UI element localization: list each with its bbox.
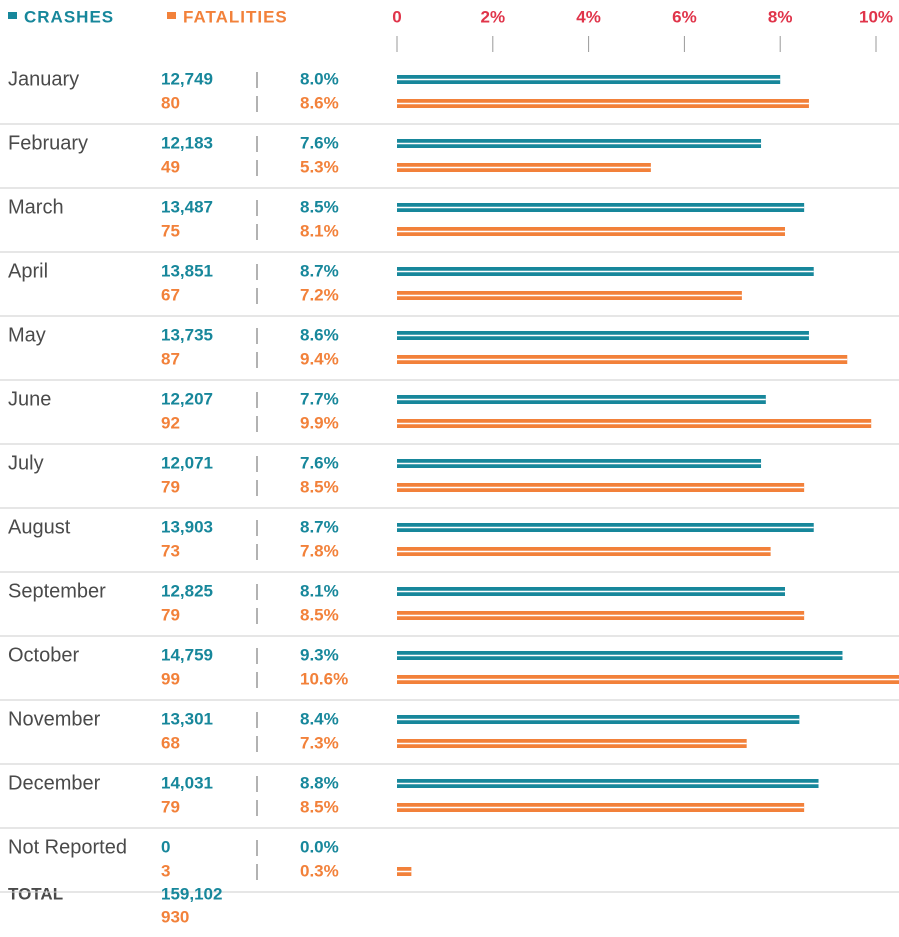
month-label: Not Reported xyxy=(8,836,127,858)
percent-label: 10.6% xyxy=(300,669,348,688)
percent-label: 8.8% xyxy=(300,773,339,792)
month-label: September xyxy=(8,580,106,602)
count-label: 12,749 xyxy=(161,69,213,88)
percent-label: 7.6% xyxy=(300,133,339,152)
percent-label: 8.7% xyxy=(300,517,339,536)
percent-label: 7.3% xyxy=(300,733,339,752)
legend-label: CRASHES xyxy=(24,7,114,26)
month-label: July xyxy=(8,452,44,474)
percent-label: 9.9% xyxy=(300,413,339,432)
count-label: 13,903 xyxy=(161,517,213,536)
count-label: 12,207 xyxy=(161,389,213,408)
month-label: May xyxy=(8,324,46,346)
month-label: April xyxy=(8,260,48,282)
x-tick-label: 10% xyxy=(859,7,893,26)
count-label: 13,301 xyxy=(161,709,213,728)
count-label: 12,071 xyxy=(161,453,213,472)
count-label: 12,825 xyxy=(161,581,213,600)
count-label: 14,759 xyxy=(161,645,213,664)
count-label: 80 xyxy=(161,93,180,112)
count-label: 67 xyxy=(161,285,180,304)
legend-marker xyxy=(167,12,176,19)
month-label: August xyxy=(8,516,71,538)
total-value: 159,102 xyxy=(161,884,222,903)
legend-label: FATALITIES xyxy=(183,7,288,26)
x-tick-label: 8% xyxy=(768,7,793,26)
percent-label: 9.4% xyxy=(300,349,339,368)
count-label: 3 xyxy=(161,861,170,880)
percent-label: 7.7% xyxy=(300,389,339,408)
count-label: 79 xyxy=(161,477,180,496)
percent-label: 8.5% xyxy=(300,605,339,624)
month-label: December xyxy=(8,772,101,794)
count-label: 14,031 xyxy=(161,773,213,792)
percent-label: 8.7% xyxy=(300,261,339,280)
percent-label: 8.6% xyxy=(300,93,339,112)
percent-label: 0.3% xyxy=(300,861,339,880)
count-label: 99 xyxy=(161,669,180,688)
month-label: January xyxy=(8,68,79,90)
count-label: 49 xyxy=(161,157,180,176)
percent-label: 8.4% xyxy=(300,709,339,728)
count-label: 68 xyxy=(161,733,180,752)
percent-label: 8.1% xyxy=(300,221,339,240)
month-label: February xyxy=(8,132,88,154)
count-label: 92 xyxy=(161,413,180,432)
count-label: 13,851 xyxy=(161,261,213,280)
legend-marker xyxy=(8,12,17,19)
total-value: 930 xyxy=(161,907,189,926)
percent-label: 5.3% xyxy=(300,157,339,176)
total-label: TOTAL xyxy=(8,884,63,903)
x-tick-label: 0 xyxy=(392,7,401,26)
month-label: June xyxy=(8,388,51,410)
x-tick-label: 2% xyxy=(481,7,506,26)
month-label: October xyxy=(8,644,79,666)
count-label: 12,183 xyxy=(161,133,213,152)
month-label: March xyxy=(8,196,64,218)
percent-label: 9.3% xyxy=(300,645,339,664)
percent-label: 8.5% xyxy=(300,477,339,496)
percent-label: 8.5% xyxy=(300,797,339,816)
count-label: 75 xyxy=(161,221,180,240)
count-label: 13,487 xyxy=(161,197,213,216)
count-label: 79 xyxy=(161,605,180,624)
percent-label: 8.1% xyxy=(300,581,339,600)
percent-label: 8.0% xyxy=(300,69,339,88)
percent-label: 0.0% xyxy=(300,837,339,856)
percent-label: 8.6% xyxy=(300,325,339,344)
count-label: 73 xyxy=(161,541,180,560)
count-label: 13,735 xyxy=(161,325,213,344)
x-tick-label: 6% xyxy=(672,7,697,26)
count-label: 87 xyxy=(161,349,180,368)
percent-label: 7.6% xyxy=(300,453,339,472)
percent-label: 7.2% xyxy=(300,285,339,304)
percent-label: 8.5% xyxy=(300,197,339,216)
count-label: 79 xyxy=(161,797,180,816)
percent-label: 7.8% xyxy=(300,541,339,560)
month-label: November xyxy=(8,708,101,730)
x-tick-label: 4% xyxy=(576,7,601,26)
count-label: 0 xyxy=(161,837,170,856)
